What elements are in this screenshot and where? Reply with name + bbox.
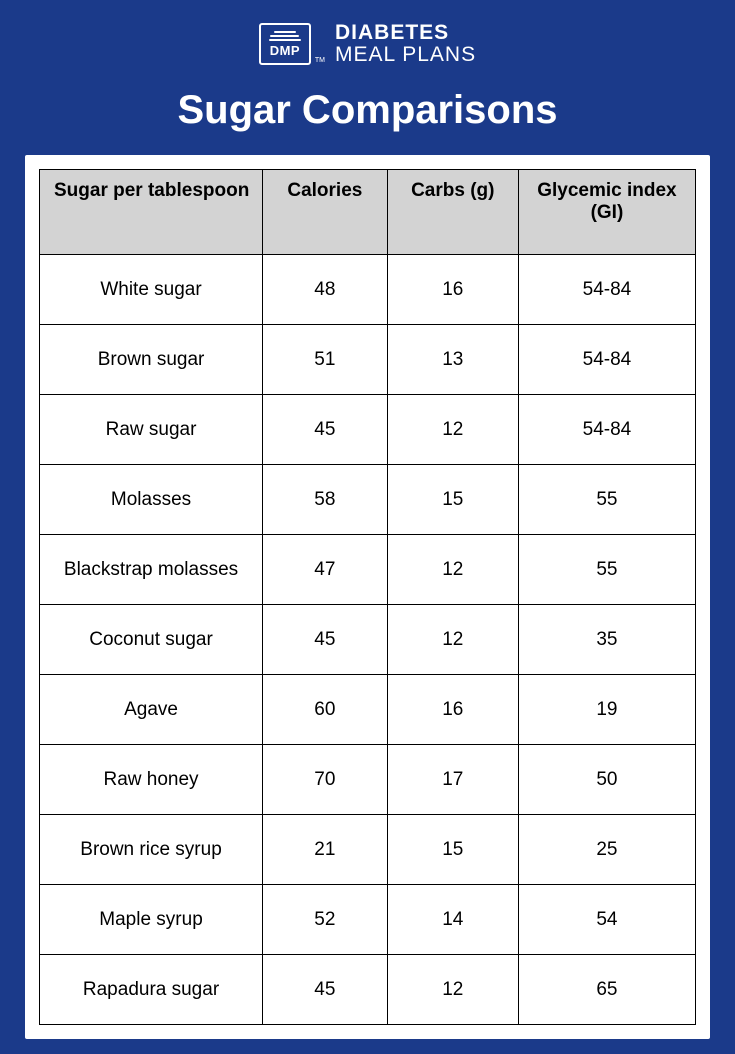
cell-value: 14 xyxy=(387,885,518,955)
cell-value: 16 xyxy=(387,675,518,745)
cell-value: 21 xyxy=(263,815,388,885)
cell-sugar-name: Brown sugar xyxy=(40,325,263,395)
cell-value: 50 xyxy=(518,745,695,815)
cell-value: 48 xyxy=(263,255,388,325)
cell-value: 12 xyxy=(387,535,518,605)
table-header-row: Sugar per tablespoon Calories Carbs (g) … xyxy=(40,170,696,255)
table-row: Raw sugar451254-84 xyxy=(40,395,696,465)
cell-value: 45 xyxy=(263,605,388,675)
cell-value: 17 xyxy=(387,745,518,815)
cell-sugar-name: White sugar xyxy=(40,255,263,325)
cell-value: 52 xyxy=(263,885,388,955)
cell-value: 70 xyxy=(263,745,388,815)
cell-value: 58 xyxy=(263,465,388,535)
table-row: Maple syrup521454 xyxy=(40,885,696,955)
cell-value: 47 xyxy=(263,535,388,605)
table-row: Agave601619 xyxy=(40,675,696,745)
cell-sugar-name: Agave xyxy=(40,675,263,745)
cell-value: 45 xyxy=(263,395,388,465)
brand-line2: MEAL PLANS xyxy=(335,44,476,66)
brand-line1: DIABETES xyxy=(335,22,476,44)
cell-value: 54-84 xyxy=(518,255,695,325)
cell-value: 54 xyxy=(518,885,695,955)
col-header-gi: Glycemic index (GI) xyxy=(518,170,695,255)
table-row: White sugar481654-84 xyxy=(40,255,696,325)
table-row: Molasses581555 xyxy=(40,465,696,535)
table-row: Blackstrap molasses471255 xyxy=(40,535,696,605)
cell-value: 19 xyxy=(518,675,695,745)
cell-value: 35 xyxy=(518,605,695,675)
cell-sugar-name: Coconut sugar xyxy=(40,605,263,675)
table-card: Sugar per tablespoon Calories Carbs (g) … xyxy=(25,155,710,1039)
cell-sugar-name: Rapadura sugar xyxy=(40,955,263,1025)
cell-value: 12 xyxy=(387,395,518,465)
cell-value: 55 xyxy=(518,465,695,535)
cell-value: 65 xyxy=(518,955,695,1025)
table-row: Coconut sugar451235 xyxy=(40,605,696,675)
table-row: Brown rice syrup211525 xyxy=(40,815,696,885)
col-header-sugar: Sugar per tablespoon xyxy=(40,170,263,255)
cell-sugar-name: Blackstrap molasses xyxy=(40,535,263,605)
table-row: Brown sugar511354-84 xyxy=(40,325,696,395)
cell-value: 12 xyxy=(387,955,518,1025)
trademark-symbol: TM xyxy=(315,57,325,64)
page-title: Sugar Comparisons xyxy=(177,88,557,133)
cell-sugar-name: Maple syrup xyxy=(40,885,263,955)
brand-name: DIABETES MEAL PLANS xyxy=(335,22,476,66)
cell-value: 60 xyxy=(263,675,388,745)
cell-sugar-name: Brown rice syrup xyxy=(40,815,263,885)
logo-lines-icon xyxy=(269,31,301,41)
table-row: Rapadura sugar451265 xyxy=(40,955,696,1025)
sugar-comparison-table: Sugar per tablespoon Calories Carbs (g) … xyxy=(39,169,696,1025)
cell-value: 55 xyxy=(518,535,695,605)
cell-value: 12 xyxy=(387,605,518,675)
cell-value: 54-84 xyxy=(518,325,695,395)
cell-sugar-name: Molasses xyxy=(40,465,263,535)
cell-value: 54-84 xyxy=(518,395,695,465)
logo-badge-text: DMP xyxy=(270,43,300,58)
logo-badge: DMP xyxy=(259,23,311,65)
brand-logo: DMP TM DIABETES MEAL PLANS xyxy=(259,22,476,66)
cell-value: 25 xyxy=(518,815,695,885)
col-header-carbs: Carbs (g) xyxy=(387,170,518,255)
cell-value: 16 xyxy=(387,255,518,325)
table-row: Raw honey701750 xyxy=(40,745,696,815)
cell-value: 51 xyxy=(263,325,388,395)
cell-value: 15 xyxy=(387,815,518,885)
col-header-calories: Calories xyxy=(263,170,388,255)
cell-sugar-name: Raw sugar xyxy=(40,395,263,465)
cell-sugar-name: Raw honey xyxy=(40,745,263,815)
cell-value: 13 xyxy=(387,325,518,395)
cell-value: 45 xyxy=(263,955,388,1025)
cell-value: 15 xyxy=(387,465,518,535)
